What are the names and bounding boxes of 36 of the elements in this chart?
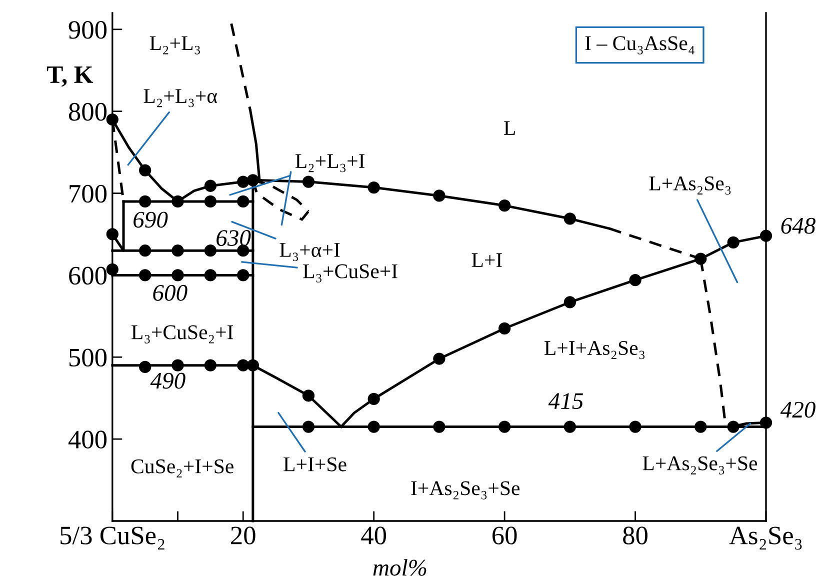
- annotation: I – Cu₃AsSe₄: [585, 36, 694, 54]
- annotation: L+I: [472, 253, 502, 267]
- y-tick-label: 400: [68, 430, 107, 448]
- annotation: L₃+CuSe₂+I: [132, 325, 234, 344]
- y-tick-label: 700: [70, 184, 107, 203]
- text: 648: [781, 218, 816, 234]
- annotation: I+As₂Se₃+Se: [411, 481, 520, 500]
- y-tick-label: 800: [68, 102, 107, 121]
- annotation: L+I+Se: [284, 457, 346, 472]
- annotation: L₂+L₃+α: [144, 89, 218, 108]
- x-tick-label: 20: [231, 526, 256, 544]
- annotation: 630: [216, 230, 251, 246]
- annotation: L₃+CuSe+I: [303, 264, 398, 282]
- annotation: 690: [134, 212, 168, 228]
- x-tick-label: 40: [361, 526, 386, 544]
- annotation: L+I+As₂Se₃: [544, 341, 645, 360]
- annotation: L+As₂Se₃: [649, 176, 731, 195]
- annotation: L₃+α+I: [280, 243, 340, 262]
- y-tick-label: 600: [69, 266, 107, 285]
- annotation: L+As₂Se₃+Se: [642, 456, 758, 474]
- annotation: 600: [153, 284, 188, 301]
- annotation: L: [504, 121, 515, 135]
- y-tick-label: 900: [68, 20, 107, 39]
- annotation: 415: [548, 393, 583, 410]
- annotation: CuSe₂+I+Se: [131, 459, 234, 478]
- text: 420: [780, 402, 816, 418]
- annotation: L₂+L₃: [150, 36, 200, 54]
- x-tick-label: As₂Se₃: [729, 526, 802, 550]
- annotation: 490: [150, 372, 186, 389]
- y-axis-title: T, K: [46, 66, 94, 87]
- x-tick-label: 80: [623, 526, 648, 544]
- x-axis-title: mol%: [373, 559, 426, 576]
- y-tick-label: 500: [69, 348, 107, 367]
- x-tick-label: 5/3 CuSe₂: [60, 526, 164, 550]
- x-tick-label: 60: [492, 526, 517, 544]
- annotation: L₂+L₃+I: [295, 154, 365, 172]
